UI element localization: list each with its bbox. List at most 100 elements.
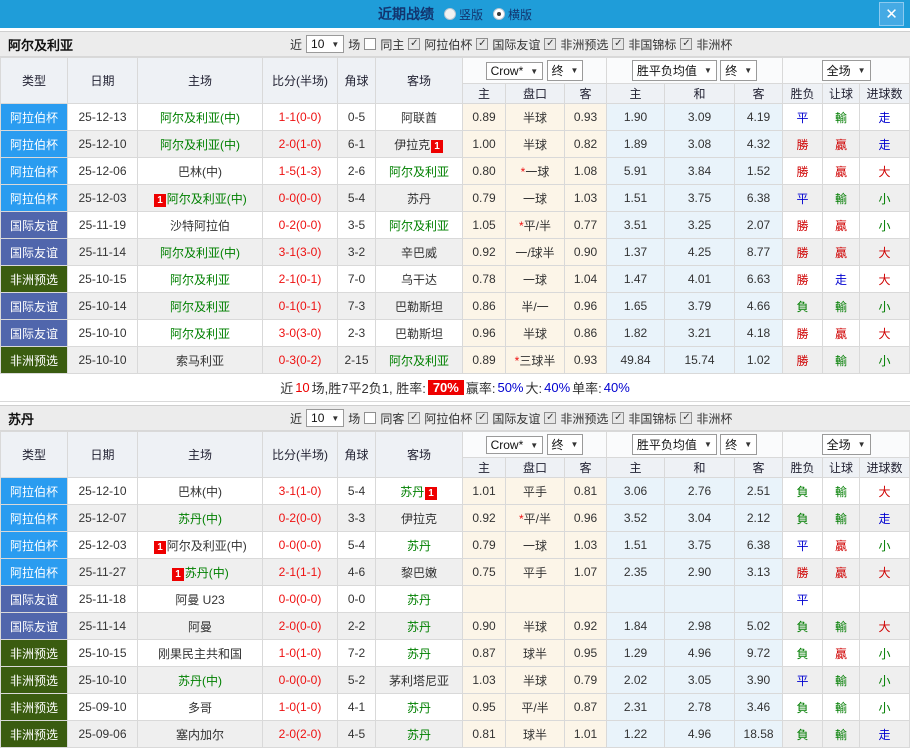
type-cell: 国际友谊 <box>0 319 68 347</box>
result-cell: 平 <box>782 666 824 694</box>
fulltime-score: 1-5 <box>278 164 296 178</box>
competition-checkbox[interactable]: ✓ <box>408 412 421 424</box>
summary-text: 场,胜7平2负1, 胜率: <box>311 381 426 396</box>
fulltime-score: 3-1 <box>278 245 296 259</box>
home-team-cell: 阿尔及利亚 <box>137 319 263 347</box>
crown-home-odds-cell <box>462 585 506 613</box>
crown-away-odds-cell: 0.87 <box>563 693 608 721</box>
fullmatch-select[interactable]: 全场 ▼ <box>821 434 871 455</box>
match-count-select[interactable]: 10 ▼ <box>306 35 345 53</box>
handicap-cell: 半球 <box>505 103 565 131</box>
horizontal-layout-radio[interactable]: 横版 <box>493 6 532 23</box>
home-team-name: 沙特阿拉伯 <box>169 218 230 233</box>
type-cell: 国际友谊 <box>0 211 68 239</box>
competition-checkbox[interactable]: ✓ <box>680 38 693 50</box>
home-team-name: 阿尔及利亚(中) <box>166 538 247 553</box>
dropdown-arrow-icon: ▼ <box>570 66 579 75</box>
crown-home-odds-cell: 1.00 <box>462 130 506 158</box>
type-cell: 阿拉伯杯 <box>0 130 68 158</box>
competition-label: 非洲杯 <box>696 37 733 52</box>
competition-checkbox[interactable]: ✓ <box>680 412 693 424</box>
match-count-select[interactable]: 10 ▼ <box>306 409 345 427</box>
home-team-name: 阿尔及利亚 <box>169 326 230 341</box>
goals-result-cell: 大 <box>859 558 910 586</box>
same-venue-checkbox[interactable] <box>364 412 377 424</box>
competition-checkbox[interactable]: ✓ <box>408 38 421 50</box>
goals-result-cell: 走 <box>859 130 910 158</box>
type-cell: 阿拉伯杯 <box>0 103 68 131</box>
crown-home-odds-cell: 0.89 <box>462 346 506 374</box>
competition-checkbox[interactable]: ✓ <box>544 412 557 424</box>
handicap-name: 平手 <box>522 484 547 499</box>
subcolumn-header: 盘口 <box>505 83 565 104</box>
score-cell: 0-2(0-0) <box>262 211 338 239</box>
handicap-cell: 平手 <box>505 558 565 586</box>
date-cell: 25-11-27 <box>67 558 138 586</box>
handicap-result-cell: 輸 <box>822 666 861 694</box>
final-odds-select[interactable]: 终 ▼ <box>546 434 584 455</box>
vertical-layout-radio[interactable]: 竖版 <box>443 6 483 23</box>
competition-checkbox[interactable]: ✓ <box>612 38 625 50</box>
crown-away-odds-cell: 1.03 <box>563 184 608 212</box>
crown-home-odds-cell: 0.79 <box>462 531 506 559</box>
away-team-cell: 辛巴威 <box>375 238 463 266</box>
radio-unselected-icon[interactable] <box>443 8 456 20</box>
draw-odds-cell: 3.08 <box>664 130 736 158</box>
competition-checkbox[interactable]: ✓ <box>476 38 489 50</box>
result-cell: 勝 <box>782 130 824 158</box>
handicap-name: 一球 <box>522 191 547 206</box>
score-cell: 0-0(0-0) <box>262 531 338 559</box>
result-cell: 負 <box>782 720 824 748</box>
type-cell: 国际友谊 <box>0 612 68 640</box>
home-team-cell: 多哥 <box>137 693 263 721</box>
win-odds-cell: 1.89 <box>606 130 666 158</box>
crown-away-odds-cell: 0.96 <box>563 504 608 532</box>
away-team-name: 伊拉克 <box>400 511 437 526</box>
fullmatch-select[interactable]: 全场 ▼ <box>821 60 871 81</box>
competition-checkbox[interactable]: ✓ <box>544 38 557 50</box>
competition-checkbox[interactable]: ✓ <box>476 412 489 424</box>
close-button[interactable]: ✕ <box>879 2 904 26</box>
draw-odds-cell: 15.74 <box>664 346 736 374</box>
handicap-star: * <box>514 353 520 368</box>
dropdown-arrow-icon: ▼ <box>857 66 866 75</box>
same-venue-checkbox[interactable] <box>364 38 377 50</box>
final-odds-select[interactable]: 终 ▼ <box>546 60 584 81</box>
handicap-cell: 半/一 <box>505 292 565 320</box>
handicap-name: 球半 <box>522 646 547 661</box>
home-team-cell: 阿曼 <box>137 612 263 640</box>
handicap-result-cell: 輸 <box>822 693 861 721</box>
final-odds-select[interactable]: 终 ▼ <box>720 60 758 81</box>
home-team-cell: 阿尔及利亚(中) <box>137 238 263 266</box>
header-row-subcolumns: 主盘口客主和客胜负 让球 进球数 <box>1 457 910 478</box>
fulltime-score: 0-0 <box>278 191 296 205</box>
date-cell: 25-12-13 <box>67 103 138 131</box>
avg-odds-select[interactable]: 胜平负均值 ▼ <box>631 434 717 455</box>
result-cell: 勝 <box>782 319 824 347</box>
match-row: 阿拉伯杯 25-12-07 苏丹(中) 0-2(0-0) 3-3 伊拉克 0.92 *平/半 0… <box>0 504 910 532</box>
handicap-cell: *三球半 <box>505 346 565 374</box>
crown-away-odds-cell: 0.95 <box>563 639 608 667</box>
home-team-name: 巴林(中) <box>178 484 222 499</box>
date-cell: 25-12-10 <box>67 477 138 505</box>
crown-select[interactable]: Crow* ▼ <box>485 62 544 80</box>
handicap-result-cell: 贏 <box>822 558 861 586</box>
radio-selected-icon[interactable] <box>493 8 505 20</box>
draw-odds-cell: 3.75 <box>664 184 736 212</box>
avg-odds-select[interactable]: 胜平负均值 ▼ <box>631 60 717 81</box>
win-odds-cell: 3.51 <box>606 211 666 239</box>
draw-odds-cell: 2.98 <box>664 612 736 640</box>
competition-checkbox[interactable]: ✓ <box>612 412 625 424</box>
handicap-name: 一球 <box>525 164 550 179</box>
goals-result-cell: 走 <box>859 720 910 748</box>
halftime-score: (1-0) <box>296 137 322 151</box>
final-odds-select[interactable]: 终 ▼ <box>720 434 758 455</box>
date-cell: 25-12-07 <box>67 504 138 532</box>
crown-away-odds-cell: 0.90 <box>563 238 608 266</box>
halftime-score: (0-0) <box>296 511 322 525</box>
red-card-badge: 1 <box>431 139 443 153</box>
home-team-cell: 苏丹(中) <box>137 666 263 694</box>
handicap-name: 一球 <box>522 272 547 287</box>
away-team-cell: 苏丹 <box>375 585 463 613</box>
crown-select[interactable]: Crow* ▼ <box>485 436 544 454</box>
